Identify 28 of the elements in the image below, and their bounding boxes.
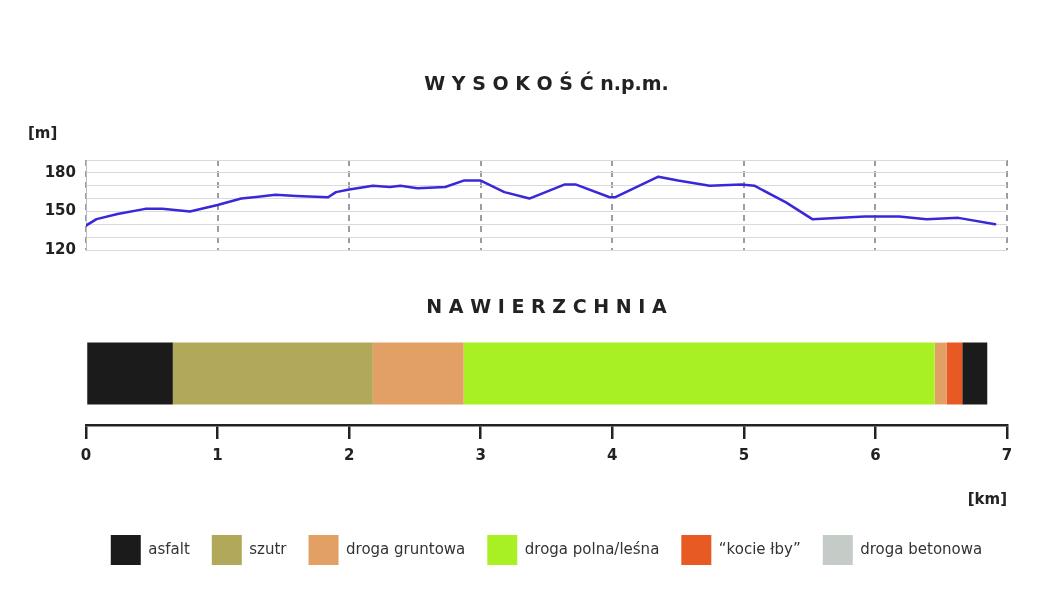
y-tick-label: 180 (44, 162, 76, 181)
x-tick-label: 7 (1001, 445, 1013, 464)
x-tick-label: 3 (475, 445, 486, 464)
legend-label: asfalt (148, 539, 190, 558)
bar (934, 342, 947, 405)
legend-label: droga polna/leśna (524, 539, 660, 558)
legend-label: droga gruntowa (346, 539, 466, 558)
x-tick-label: 5 (738, 445, 750, 464)
x-tick-label: 1 (212, 445, 223, 464)
legend-label: szutr (249, 539, 288, 558)
x-tick-label: 2 (343, 445, 355, 464)
bar (946, 342, 963, 405)
legend-label: “kocie łby” (718, 539, 801, 558)
bar (962, 342, 988, 405)
y-axis-title: [m] (28, 123, 58, 142)
chart-title: W Y S O K O Ś Ć n.p.m. (424, 70, 669, 94)
y-tick-label: 120 (44, 239, 76, 258)
bar (87, 342, 173, 405)
x-axis-title: [km] (967, 489, 1007, 508)
chart-title: N A W I E R Z C H N I A (426, 294, 667, 317)
x-tick-label: 6 (870, 445, 881, 464)
x-tick-label: 4 (607, 445, 618, 464)
bar (172, 342, 373, 405)
bar (463, 342, 935, 405)
x-tick-label: 0 (80, 445, 92, 464)
y-tick-label: 150 (44, 201, 76, 220)
bar (372, 342, 464, 405)
legend-label: droga betonowa (860, 539, 983, 558)
